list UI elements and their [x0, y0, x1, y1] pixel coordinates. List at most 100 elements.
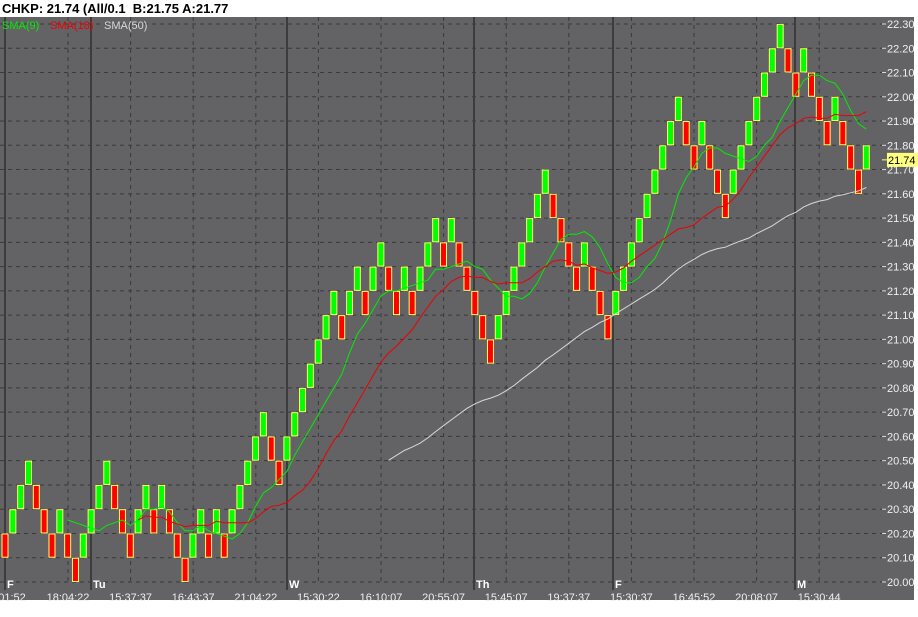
- down-brick: [596, 290, 604, 316]
- down-brick: [126, 533, 134, 558]
- down-brick: [71, 557, 79, 582]
- down-brick: [267, 436, 275, 461]
- up-brick: [518, 242, 526, 267]
- down-brick: [604, 315, 612, 340]
- up-brick: [142, 484, 150, 510]
- up-brick: [526, 218, 534, 243]
- down-brick: [784, 48, 792, 73]
- down-brick: [220, 533, 228, 558]
- up-brick: [776, 24, 784, 49]
- up-brick: [651, 169, 659, 194]
- time-label: 16:45:52: [673, 592, 716, 604]
- down-brick: [479, 315, 487, 340]
- up-brick: [95, 484, 103, 510]
- up-brick: [729, 169, 737, 194]
- legend: SMA(9) SMA(18) SMA(50): [2, 20, 147, 32]
- up-brick: [244, 460, 252, 485]
- up-brick: [698, 121, 706, 146]
- up-brick: [541, 169, 549, 194]
- plot-background: [0, 17, 914, 600]
- price-axis: 22.30 22.20 22.10 22.00 21.90 21.80 21.70 21.60…: [882, 19, 915, 589]
- y-tick-label: 21.20: [887, 286, 915, 298]
- up-brick: [447, 218, 455, 243]
- down-brick: [486, 339, 494, 364]
- down-brick: [823, 121, 831, 146]
- y-tick-label: 22.20: [887, 43, 915, 55]
- down-brick: [815, 96, 823, 122]
- time-label: 15:30:44: [798, 592, 841, 604]
- time-label: 21:04:22: [234, 592, 277, 604]
- up-brick: [494, 315, 502, 340]
- up-brick: [862, 145, 870, 170]
- y-tick-label: 21.80: [887, 140, 915, 152]
- down-brick: [455, 242, 463, 267]
- day-label: F: [7, 579, 14, 591]
- time-label: 15:30:37: [610, 592, 653, 604]
- last-price-label: 21.74: [888, 155, 916, 167]
- y-tick-label: 21.10: [887, 310, 915, 322]
- down-brick: [573, 266, 581, 291]
- up-brick: [580, 242, 588, 267]
- day-label: F: [615, 579, 622, 591]
- up-brick: [291, 412, 299, 437]
- up-brick: [197, 509, 205, 534]
- last-price-box: [887, 152, 918, 167]
- down-brick: [338, 315, 346, 340]
- up-brick: [24, 460, 32, 485]
- down-brick: [557, 218, 565, 243]
- down-brick: [714, 169, 722, 194]
- up-brick: [9, 509, 17, 534]
- chart-title: CHKP: 21.74 (All/0.1 B:21.75 A:21.77: [2, 1, 229, 16]
- up-brick: [416, 266, 424, 291]
- y-tick-label: 21.50: [887, 213, 915, 225]
- down-brick: [807, 72, 815, 97]
- down-brick: [439, 242, 447, 267]
- down-brick: [205, 533, 213, 558]
- up-brick: [299, 387, 307, 413]
- day-label: Th: [476, 579, 490, 591]
- down-brick: [32, 484, 40, 510]
- time-label: 16:10:07: [360, 592, 403, 604]
- legend-item: SMA(18): [50, 20, 93, 32]
- down-brick: [565, 242, 573, 267]
- up-brick: [635, 218, 643, 243]
- up-brick: [502, 290, 510, 316]
- down-brick: [48, 533, 56, 558]
- up-brick: [236, 484, 244, 510]
- down-brick: [408, 290, 416, 316]
- down-brick: [690, 145, 698, 170]
- down-brick: [385, 266, 393, 291]
- day-label: Tu: [93, 579, 106, 591]
- up-brick: [432, 218, 440, 243]
- down-brick: [847, 145, 855, 170]
- down-brick: [64, 533, 72, 558]
- y-tick-label: 20.90: [887, 359, 915, 371]
- bricks: [1, 24, 870, 582]
- up-brick: [533, 193, 541, 219]
- y-tick-label: 20.20: [887, 528, 915, 540]
- time-label: 16:43:37: [172, 592, 215, 604]
- down-brick: [792, 72, 800, 97]
- up-brick: [103, 460, 111, 485]
- down-brick: [150, 509, 158, 534]
- time-label: 15:30:22: [297, 592, 340, 604]
- last-price-marker: 21.74: [882, 152, 918, 167]
- y-tick-label: 20.80: [887, 383, 915, 395]
- up-brick: [17, 484, 25, 510]
- sma-18-line: [137, 111, 867, 528]
- up-brick: [620, 266, 628, 291]
- down-brick: [682, 121, 690, 146]
- down-brick: [361, 290, 369, 316]
- up-brick: [56, 509, 64, 534]
- y-tick-label: 21.30: [887, 262, 915, 274]
- up-brick: [346, 290, 354, 316]
- time-axis: 01:52 18:04:22 15:37:37 16:43:37 21:04:22 15:…: [0, 579, 841, 604]
- up-brick: [314, 339, 322, 364]
- up-brick: [831, 96, 839, 122]
- up-brick: [158, 484, 166, 510]
- time-label: 20:55:07: [422, 592, 465, 604]
- up-brick: [659, 145, 667, 170]
- time-label: 15:45:07: [485, 592, 528, 604]
- day-label: M: [797, 579, 806, 591]
